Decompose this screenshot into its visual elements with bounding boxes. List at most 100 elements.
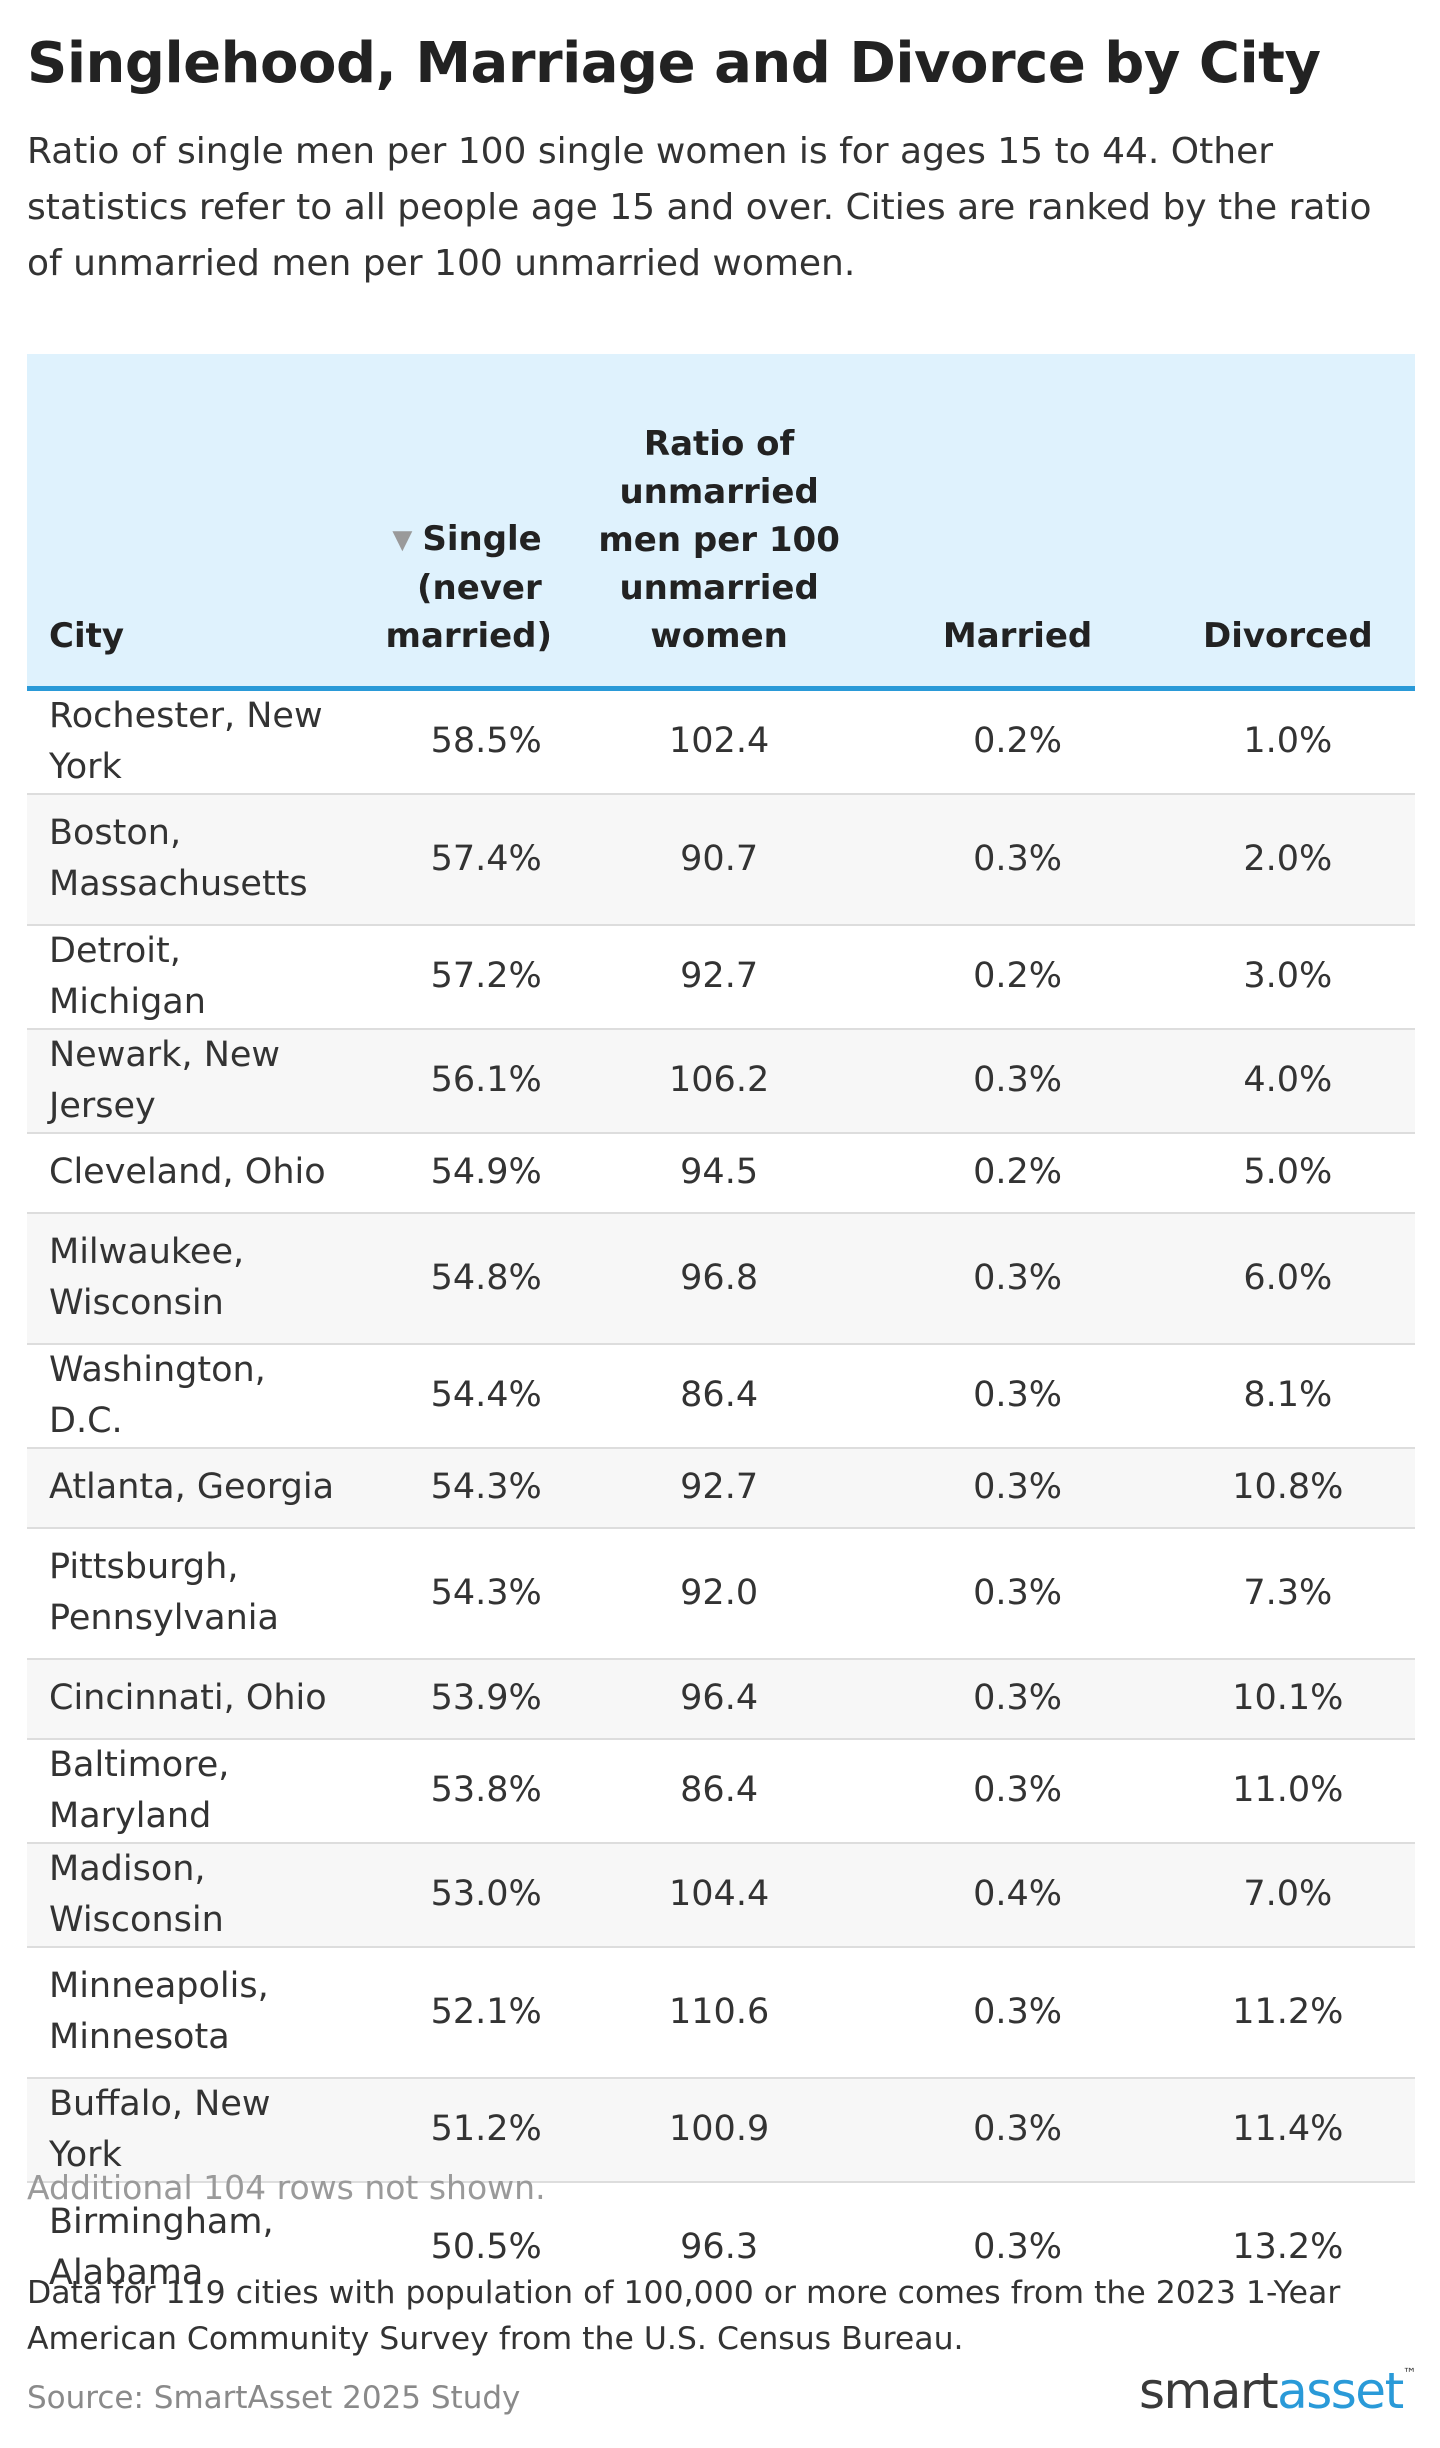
cell-single: 54.8% xyxy=(363,1212,564,1345)
cell-married: 0.3% xyxy=(874,1447,1161,1529)
cell-ratio: 104.4 xyxy=(563,1842,875,1948)
column-header-married[interactable]: Married xyxy=(874,354,1161,691)
cell-divorced: 7.0% xyxy=(1160,1842,1415,1948)
cell-married: 0.3% xyxy=(874,2077,1161,2183)
smartasset-logo: smartasset™ xyxy=(1139,2362,1417,2420)
table-row: Atlanta, Georgia 54.3% 92.7 0.3% 10.8% xyxy=(27,1447,1415,1529)
cell-single: 54.3% xyxy=(363,1527,564,1660)
cell-ratio: 92.7 xyxy=(563,1447,875,1529)
cell-single: 53.9% xyxy=(363,1658,564,1740)
cell-married: 0.4% xyxy=(874,1842,1161,1948)
table-body: Rochester, New York 58.5% 102.4 0.2% 1.0% Bos… xyxy=(27,688,1415,2313)
cell-married: 0.3% xyxy=(874,1028,1161,1134)
cell-city: Minneapolis, Minnesota xyxy=(27,1946,364,2079)
logo-trademark: ™ xyxy=(1402,2366,1417,2382)
cell-divorced: 13.2% xyxy=(1232,2227,1344,2267)
cell-divorced: 7.3% xyxy=(1160,1527,1415,1660)
cell-married: 0.2% xyxy=(874,924,1161,1030)
cell-city: Buffalo, New York xyxy=(27,2077,364,2183)
cell-ratio: 96.8 xyxy=(563,1212,875,1345)
cell-single: 54.9% xyxy=(363,1132,564,1214)
table-row: Buffalo, New York 51.2% 100.9 0.3% 11.4% xyxy=(27,2077,1415,2183)
cell-single: 57.4% xyxy=(363,793,564,926)
cell-ratio: 100.9 xyxy=(563,2077,875,2183)
cell-single: 53.8% xyxy=(363,1738,564,1844)
table-row: Minneapolis, Minnesota 52.1% 110.6 0.3% 11.2… xyxy=(27,1946,1415,2079)
cell-single: 56.1% xyxy=(363,1028,564,1134)
table-row: Cincinnati, Ohio 53.9% 96.4 0.3% 10.1% xyxy=(27,1658,1415,1740)
cell-ratio: 86.4 xyxy=(563,1343,875,1449)
cell-ratio: 106.2 xyxy=(563,1028,875,1134)
cell-ratio: 94.5 xyxy=(563,1132,875,1214)
table-row: Washington, D.C. 54.4% 86.4 0.3% 8.1% xyxy=(27,1343,1415,1449)
cell-single: 53.0% xyxy=(363,1842,564,1948)
cell-ratio: 96.3 xyxy=(680,2227,759,2267)
cell-ratio: 86.4 xyxy=(563,1738,875,1844)
cell-city: Boston, Massachusetts xyxy=(27,793,364,926)
table-header: City ▼ Single (never married) Ratio of un… xyxy=(27,354,1415,691)
cell-married: 0.3% xyxy=(874,1738,1161,1844)
table-row: Madison, Wisconsin 53.0% 104.4 0.4% 7.0% xyxy=(27,1842,1415,1948)
column-header-ratio[interactable]: Ratio of unmarried men per 100 unmarried… xyxy=(563,354,875,691)
cell-single: 54.3% xyxy=(363,1447,564,1529)
table-row: Birmingham, Alabama 50.5% 96.3 0.3% 13.2% xyxy=(27,2181,1415,2313)
cell-single: 51.2% xyxy=(363,2077,564,2183)
cell-city: Washington, D.C. xyxy=(27,1343,364,1449)
cell-city: Cincinnati, Ohio xyxy=(27,1658,364,1740)
cell-single: 54.4% xyxy=(363,1343,564,1449)
table-row: Baltimore, Maryland 53.8% 86.4 0.3% 11.0% xyxy=(27,1738,1415,1844)
column-header-single[interactable]: ▼ Single (never married) xyxy=(363,354,564,691)
table-row: Detroit, Michigan 57.2% 92.7 0.2% 3.0% xyxy=(27,924,1415,1030)
cell-married: 0.3% xyxy=(874,793,1161,926)
cell-divorced: 11.2% xyxy=(1160,1946,1415,2079)
cell-married: 0.3% xyxy=(874,1343,1161,1449)
cell-married: 0.3% xyxy=(874,1658,1161,1740)
table-row: Milwaukee, Wisconsin 54.8% 96.8 0.3% 6.0% xyxy=(27,1212,1415,1345)
table-row: Newark, New Jersey 56.1% 106.2 0.3% 4.0% xyxy=(27,1028,1415,1134)
cell-divorced: 10.1% xyxy=(1160,1658,1415,1740)
cell-divorced: 3.0% xyxy=(1160,924,1415,1030)
cell-city: Milwaukee, Wisconsin xyxy=(27,1212,364,1345)
cell-ratio: 110.6 xyxy=(563,1946,875,2079)
cell-divorced: 1.0% xyxy=(1160,688,1415,795)
table-row: Boston, Massachusetts 57.4% 90.7 0.3% 2.0% xyxy=(27,793,1415,926)
source-credit: Source: SmartAsset 2025 Study xyxy=(27,2380,521,2416)
cell-single: 57.2% xyxy=(363,924,564,1030)
cell-city: Baltimore, Maryland xyxy=(27,1738,364,1844)
cell-married: 0.2% xyxy=(874,1132,1161,1214)
cell-city: Madison, Wisconsin xyxy=(27,1842,364,1948)
cell-city: Atlanta, Georgia xyxy=(27,1447,364,1529)
additional-rows-note: Additional 104 rows not shown. xyxy=(27,2168,546,2207)
cell-divorced: 8.1% xyxy=(1160,1343,1415,1449)
cell-city: Cleveland, Ohio xyxy=(27,1132,364,1214)
cell-city: Birmingham, Alabama xyxy=(49,2201,274,2293)
cell-divorced: 4.0% xyxy=(1160,1028,1415,1134)
cell-married: 0.3% xyxy=(874,1946,1161,2079)
cell-city: Pittsburgh, Pennsylvania xyxy=(27,1527,364,1660)
cell-ratio: 92.7 xyxy=(563,924,875,1030)
cell-city: Newark, New Jersey xyxy=(27,1028,364,1134)
cell-single: 52.1% xyxy=(363,1946,564,2079)
table-row: Pittsburgh, Pennsylvania 54.3% 92.0 0.3% 7.3… xyxy=(27,1527,1415,1660)
cell-married: 0.3% xyxy=(874,1212,1161,1345)
sort-descending-icon: ▼ xyxy=(392,524,413,555)
cell-city: Detroit, Michigan xyxy=(27,924,364,1030)
column-header-divorced[interactable]: Divorced xyxy=(1160,354,1415,691)
table-row: Cleveland, Ohio 54.9% 94.5 0.2% 5.0% xyxy=(27,1132,1415,1214)
header-row: City ▼ Single (never married) Ratio of un… xyxy=(27,354,1415,691)
cell-ratio: 96.4 xyxy=(563,1658,875,1740)
chart-subtitle: Ratio of single men per 100 single women… xyxy=(27,131,1372,284)
cell-married: 0.2% xyxy=(874,688,1161,795)
data-note: Data for 119 cities with population of 1… xyxy=(27,2275,1341,2357)
table-row: Rochester, New York 58.5% 102.4 0.2% 1.0% xyxy=(27,688,1415,795)
cell-married: 0.3% xyxy=(973,2227,1063,2267)
cell-married: 0.3% xyxy=(874,1527,1161,1660)
cell-ratio: 92.0 xyxy=(563,1527,875,1660)
column-header-city[interactable]: City xyxy=(27,354,364,691)
cell-divorced: 5.0% xyxy=(1160,1132,1415,1214)
cell-ratio: 90.7 xyxy=(563,793,875,926)
cell-divorced: 2.0% xyxy=(1160,793,1415,926)
cell-divorced: 10.8% xyxy=(1160,1447,1415,1529)
cell-single: 58.5% xyxy=(363,688,564,795)
column-header-single-label: Single (never married) xyxy=(385,518,553,656)
